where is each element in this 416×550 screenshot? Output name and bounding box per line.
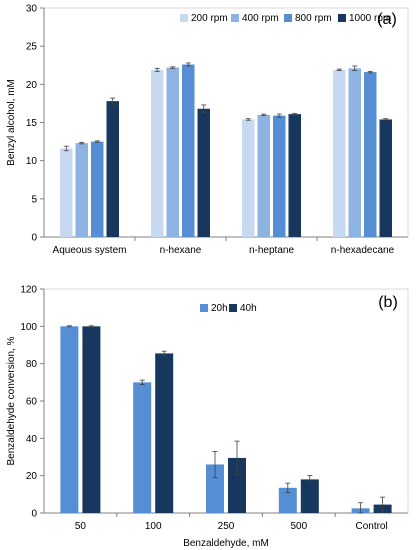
x-tick-label: Aqueous system <box>53 245 127 256</box>
legend-label: 200 rpm <box>191 13 228 24</box>
y-tick-label: 120 <box>20 285 37 296</box>
bar-800-rpm-n-hexane <box>182 64 195 237</box>
legend-swatch <box>229 304 237 312</box>
y-tick-label: 20 <box>26 80 38 91</box>
bar-40h-50 <box>82 326 101 513</box>
bar-20h-100 <box>133 382 152 513</box>
bar-200-rpm-n-heptane <box>242 119 255 237</box>
bar-1000-rpm-Aqueous-system <box>106 101 119 237</box>
x-axis-title: Benzaldehyde, mM <box>183 538 269 549</box>
x-tick-label: n-hexadecane <box>331 245 395 256</box>
panel-label: (a) <box>377 11 397 28</box>
bar-1000-rpm-n-heptane <box>288 114 301 237</box>
bar-200-rpm-n-hexane <box>151 69 164 237</box>
chart-panel-a: 0 5 10 15 20 25 30 Benzyl alcohol, mM Aqueous sy… <box>6 4 409 256</box>
bar-800-rpm-n-heptane <box>273 115 286 237</box>
y-axis-title: Benzyl alcohol, mM <box>6 79 17 166</box>
y-tick-label: 30 <box>26 4 38 15</box>
legend-label: 800 rpm <box>295 13 332 24</box>
chart-panel-b: 0 20 40 60 80 100 120 Benzaldehyde conversion, … <box>6 285 409 549</box>
y-tick-label: 80 <box>26 359 38 370</box>
panel-label: (b) <box>378 294 398 311</box>
y-tick-label: 10 <box>26 156 38 167</box>
legend-label: 20h <box>211 303 228 314</box>
x-tick-label: 100 <box>145 521 162 532</box>
bar-20h-250 <box>206 464 224 513</box>
y-tick-label: 20 <box>26 471 38 482</box>
bar-800-rpm-n-hexadecane <box>364 72 377 238</box>
bar-200-rpm-Aqueous-system <box>60 148 73 237</box>
bar-1000-rpm-n-hexadecane <box>379 119 392 237</box>
bar-800-rpm-Aqueous-system <box>91 141 104 237</box>
y-tick-label: 15 <box>26 118 38 129</box>
x-tick-label: n-hexane <box>160 245 202 256</box>
bar-20h-500 <box>278 487 297 513</box>
x-tick-label: Control <box>355 521 387 532</box>
y-tick-label: 0 <box>31 233 37 244</box>
y-axis-title: Benzaldehyde conversion, % <box>6 336 17 465</box>
x-tick-label: n-heptane <box>249 245 294 256</box>
legend-swatch <box>180 14 188 22</box>
legend-swatch <box>284 14 292 22</box>
y-tick-label: 0 <box>31 509 37 520</box>
bar-40h-250 <box>228 457 246 513</box>
legend-label: 400 rpm <box>242 13 279 24</box>
legend-swatch <box>200 304 208 312</box>
legend-swatch <box>338 14 346 22</box>
bar-1000-rpm-n-hexane <box>197 108 210 237</box>
y-tick-label: 100 <box>20 322 37 333</box>
y-tick-label: 60 <box>26 397 38 408</box>
bar-400-rpm-n-heptane <box>257 114 270 237</box>
y-tick-label: 25 <box>26 42 38 53</box>
x-tick-label: 50 <box>75 521 87 532</box>
bar-400-rpm-n-hexadecane <box>348 68 361 237</box>
bar-200-rpm-n-hexadecane <box>333 69 346 237</box>
x-tick-label: 250 <box>218 521 235 532</box>
bar-40h-500 <box>300 479 319 513</box>
bar-400-rpm-n-hexane <box>166 67 179 237</box>
bar-20h-50 <box>60 326 79 513</box>
y-tick-label: 5 <box>31 194 37 205</box>
bar-40h-100 <box>155 353 174 513</box>
y-tick-label: 40 <box>26 434 38 445</box>
x-tick-label: 500 <box>290 521 307 532</box>
bar-400-rpm-Aqueous-system <box>75 143 88 237</box>
legend-label: 1000 rpm <box>349 13 391 24</box>
legend-swatch <box>231 14 239 22</box>
legend-label: 40h <box>240 303 257 314</box>
